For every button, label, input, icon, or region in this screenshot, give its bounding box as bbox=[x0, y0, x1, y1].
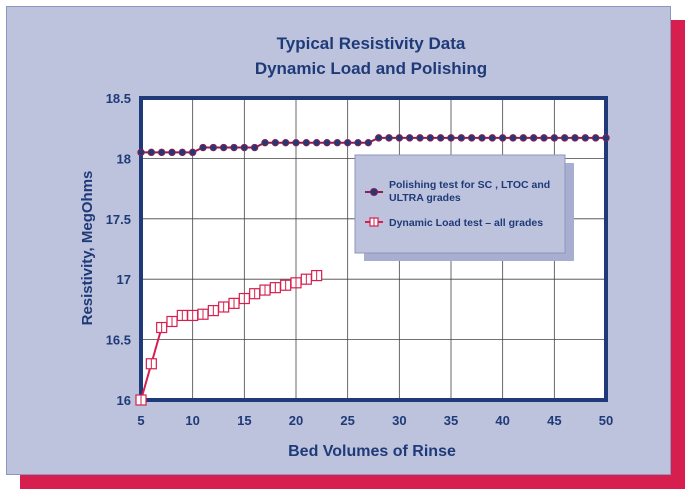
dynamic-point bbox=[311, 269, 323, 282]
dynamic-point bbox=[176, 309, 188, 322]
y-tick-label: 17.5 bbox=[106, 212, 131, 227]
y-tick-label: 16 bbox=[117, 393, 131, 408]
dynamic-point bbox=[259, 284, 271, 296]
polishing-point bbox=[550, 134, 559, 142]
polishing-point bbox=[281, 138, 290, 147]
dynamic-point bbox=[290, 277, 302, 289]
plot-frame bbox=[139, 96, 608, 402]
polishing-point bbox=[478, 134, 486, 142]
polishing-point bbox=[323, 138, 331, 147]
x-tick-label: 20 bbox=[289, 413, 303, 428]
y-tick-label: 18 bbox=[117, 151, 131, 166]
polishing-point bbox=[312, 138, 321, 147]
polishing-point bbox=[498, 134, 507, 142]
polishing-point bbox=[178, 148, 187, 157]
polishing-point bbox=[168, 148, 176, 157]
y-tick-label: 17 bbox=[117, 272, 131, 287]
dynamic-point bbox=[135, 394, 147, 406]
polishing-point bbox=[343, 138, 352, 147]
polishing-point bbox=[385, 134, 393, 142]
polishing-point bbox=[395, 134, 404, 142]
polishing-point bbox=[157, 148, 166, 157]
x-tick-label: 5 bbox=[137, 413, 144, 428]
dynamic-point bbox=[187, 309, 199, 322]
legend-polishing-label-line2: ULTRA grades bbox=[389, 192, 461, 204]
dynamic-point bbox=[218, 301, 230, 313]
legend-dynamic-label: Dynamic Load test – all grades bbox=[389, 217, 543, 229]
polishing-point bbox=[199, 143, 207, 152]
polishing-point bbox=[581, 134, 590, 142]
dynamic-point bbox=[197, 308, 209, 320]
polishing-point bbox=[426, 134, 435, 142]
polishing-series-line bbox=[141, 136, 606, 154]
polishing-point bbox=[230, 143, 238, 152]
polishing-point bbox=[250, 143, 259, 152]
polishing-point bbox=[292, 138, 300, 147]
polishing-point bbox=[219, 143, 228, 152]
dynamic-point bbox=[269, 282, 281, 294]
dynamic-point bbox=[300, 273, 312, 285]
chart-title: Typical Resistivity Data bbox=[277, 34, 466, 53]
x-tick-label: 40 bbox=[495, 413, 509, 428]
x-tick-label: 35 bbox=[444, 413, 458, 428]
x-tick-label: 50 bbox=[599, 413, 613, 428]
polishing-point bbox=[602, 134, 610, 142]
polishing-point bbox=[560, 134, 569, 142]
polishing-point bbox=[137, 148, 145, 157]
x-tick-label: 15 bbox=[237, 413, 251, 428]
y-tick-label: 16.5 bbox=[106, 333, 131, 348]
x-tick-label: 10 bbox=[185, 413, 199, 428]
dynamic-point bbox=[207, 305, 219, 317]
polishing-point bbox=[447, 134, 455, 142]
polishing-point bbox=[467, 134, 476, 142]
dynamic-point bbox=[156, 321, 168, 334]
polishing-point bbox=[209, 143, 218, 152]
chart-subtitle: Dynamic Load and Polishing bbox=[255, 59, 487, 78]
polishing-point bbox=[591, 134, 600, 142]
polishing-point bbox=[374, 134, 383, 142]
polishing-point bbox=[571, 134, 579, 142]
polishing-point bbox=[509, 134, 517, 142]
polishing-point bbox=[364, 138, 373, 147]
x-tick-label: 30 bbox=[392, 413, 406, 428]
polishing-point bbox=[529, 134, 538, 142]
dynamic-point bbox=[280, 279, 292, 291]
polishing-point bbox=[540, 134, 548, 142]
polishing-point bbox=[240, 143, 249, 152]
polishing-point bbox=[302, 138, 311, 147]
x-tick-label: 25 bbox=[340, 413, 354, 428]
x-tick-label: 45 bbox=[547, 413, 561, 428]
polishing-point bbox=[436, 134, 445, 142]
polishing-point bbox=[519, 134, 528, 142]
polishing-point bbox=[333, 138, 342, 147]
polishing-point bbox=[405, 134, 414, 142]
polishing-point bbox=[457, 134, 466, 142]
dynamic-point bbox=[249, 288, 261, 300]
legend: Polishing test for SC , LTOC and ULTRA g… bbox=[354, 154, 574, 261]
legend-box bbox=[354, 154, 566, 254]
polishing-point bbox=[188, 148, 197, 157]
y-axis-label: Resistivity, MegOhms bbox=[79, 171, 96, 326]
polishing-point bbox=[354, 138, 362, 147]
dynamic-point bbox=[145, 358, 157, 370]
polishing-point bbox=[147, 148, 156, 157]
polishing-point bbox=[261, 138, 269, 147]
polishing-point bbox=[271, 138, 280, 147]
x-axis-label: Bed Volumes of Rinse bbox=[288, 443, 456, 460]
polishing-point bbox=[488, 134, 497, 142]
y-tick-label: 18.5 bbox=[106, 91, 131, 106]
legend-polishing-label-line1: Polishing test for SC , LTOC and bbox=[389, 179, 550, 191]
dynamic-point bbox=[228, 297, 240, 309]
legend-polishing-marker bbox=[370, 188, 378, 196]
polishing-point bbox=[416, 134, 424, 142]
dynamic-point bbox=[166, 315, 178, 328]
dynamic-point bbox=[238, 292, 250, 305]
